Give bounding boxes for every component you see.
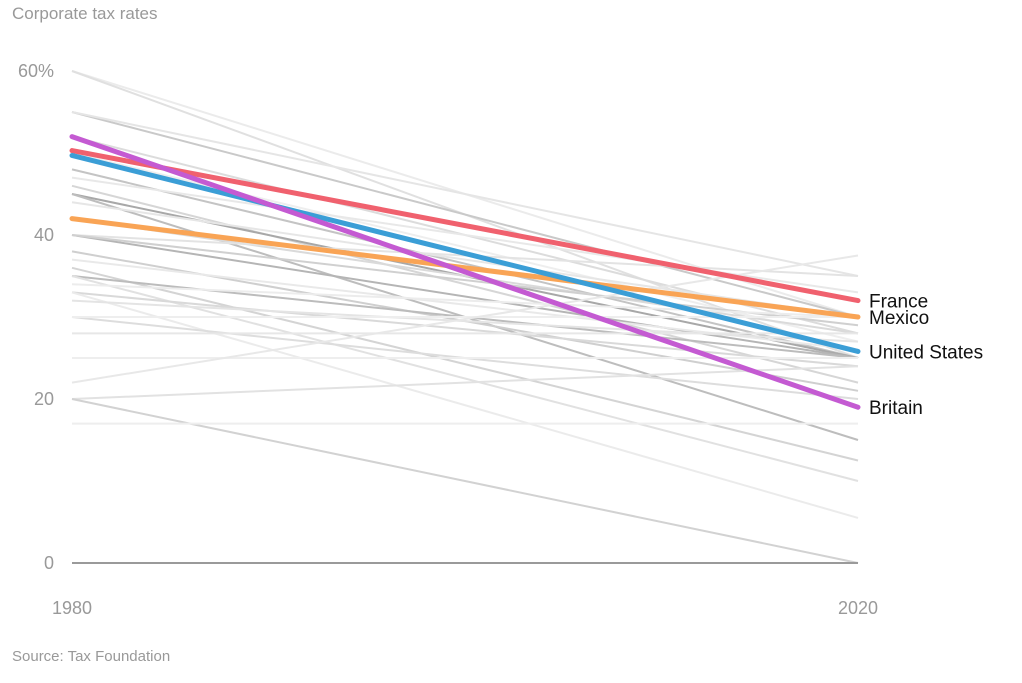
y-axis-ticks: 60% 40 20 0 [18,61,54,573]
background-line [71,275,859,482]
background-line [71,283,859,318]
background-line [71,234,859,327]
background-line [71,217,859,335]
background-line [71,111,859,318]
chart-title: Corporate tax rates [12,4,158,23]
series-label-united-states: United States [869,342,983,363]
y-tick-label: 0 [44,553,54,573]
background-line [71,184,859,384]
background-line [71,299,859,343]
x-tick-label: 2020 [838,598,878,618]
background-line [71,234,859,359]
y-tick-label: 20 [34,389,54,409]
series-label-britain: Britain [869,398,923,419]
background-line [71,291,859,368]
background-country-lines [71,70,859,564]
series-line-france [69,148,861,304]
background-line [71,152,859,343]
background-line [71,168,859,359]
y-tick-label: 60% [18,61,54,81]
x-tick-label: 1980 [52,598,92,618]
series-label-france: France [869,292,928,313]
background-line [71,111,859,277]
x-axis-ticks: 1980 2020 [52,598,878,618]
background-line [71,291,859,519]
background-line [71,201,859,318]
series-label-mexico: Mexico [869,308,929,329]
background-line [71,398,859,564]
highlighted-country-lines [69,134,861,410]
background-line [71,266,859,462]
series-line-britain [69,134,861,410]
background-line [71,365,859,400]
series-line-mexico [69,216,861,320]
y-tick-label: 40 [34,225,54,245]
series-line-united-states [69,152,861,354]
chart-source: Source: Tax Foundation [12,648,171,665]
